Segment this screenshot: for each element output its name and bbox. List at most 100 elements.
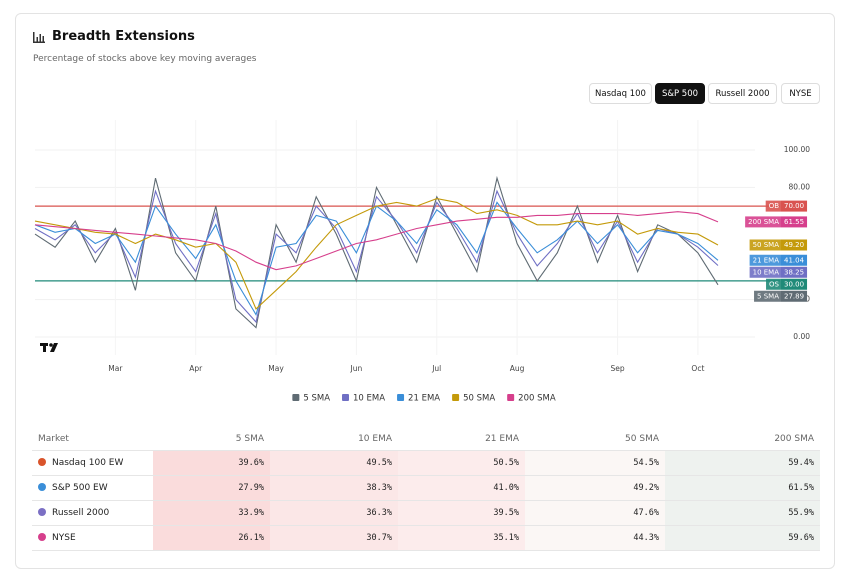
chart-icon	[33, 32, 45, 43]
cell-text: 36.3%	[366, 508, 392, 518]
cell-text: 49.5%	[366, 458, 392, 468]
axis-label-bg	[745, 216, 781, 228]
cell-text: Nasdaq 100 EW	[52, 458, 124, 468]
cell-text: NYSE	[52, 533, 76, 543]
table-cell: 38.3%	[270, 476, 398, 500]
axis-label-bg	[781, 216, 808, 228]
x-tick-label: Sep	[610, 364, 624, 373]
cell-text: S&P 500 EW	[52, 483, 108, 493]
axis-label-bg	[765, 200, 781, 212]
chart: 0.0020.0080.00100.00MarAprMayJunJulAugSe…	[34, 120, 811, 404]
table-cell: 59.6%	[665, 526, 820, 550]
y-tick-label: 80.00	[789, 182, 811, 191]
axis-label-bg	[749, 266, 781, 278]
table-cell: 30.7%	[270, 526, 398, 550]
legend-swatch	[397, 394, 405, 401]
table-row: S&P 500 EW 27.9% 38.3% 41.0% 49.2% 61.5%	[32, 476, 820, 501]
table-row: Nasdaq 100 EW 39.6% 49.5% 50.5% 54.5% 59.4%	[32, 451, 820, 476]
column-header: 21 EMA	[485, 434, 519, 444]
axis-label-bg	[781, 266, 808, 278]
tab[interactable]: NYSE	[781, 83, 820, 104]
cell-text: 27.9%	[238, 483, 264, 493]
market-cell: Russell 2000	[32, 501, 153, 525]
axis-label-bg	[754, 290, 781, 302]
market-cell: Nasdaq 100 EW	[32, 451, 153, 475]
table-cell: 36.3%	[270, 501, 398, 525]
table-cell: 26.1%	[153, 526, 270, 550]
axis-label: OS 30.00	[766, 278, 808, 290]
card	[15, 13, 835, 569]
axis-label: 21 EMA 41.04	[749, 254, 808, 266]
series-line	[34, 211, 719, 271]
cell-text: 26.1%	[238, 533, 264, 543]
axis-label-bg	[781, 239, 808, 251]
legend-label: 10 EMA	[353, 394, 385, 404]
cell-text: 38.3%	[366, 483, 392, 493]
axis-label-value: 38.25	[784, 268, 804, 276]
axis-label-name: 21 EMA	[753, 256, 780, 264]
series-line	[34, 198, 719, 310]
x-tick-label: Oct	[691, 364, 704, 373]
title: Breadth Extensions	[52, 29, 195, 44]
y-tick-label: 100.00	[784, 145, 810, 154]
table-cell: 35.1%	[398, 526, 525, 550]
table-cell: 33.9%	[153, 501, 270, 525]
axis-label-value: 49.20	[784, 241, 804, 249]
tab[interactable]: Nasdaq 100	[589, 83, 652, 104]
axis-label-name: 200 SMA	[748, 218, 779, 226]
table-cell: 59.4%	[665, 451, 820, 475]
market-dot	[38, 458, 46, 466]
table-row: Russell 2000 33.9% 36.3% 39.5% 47.6% 55.9%	[32, 501, 820, 526]
legend-label: 200 SMA	[518, 394, 556, 404]
table-cell: 44.3%	[525, 526, 665, 550]
table-cell: 47.6%	[525, 501, 665, 525]
legend: 5 SMA 10 EMA 21 EMA 50 SMA 200 SMA	[292, 394, 556, 404]
market-dot	[38, 483, 46, 491]
axis-label-value: 30.00	[784, 280, 804, 288]
cell-text: 39.5%	[493, 508, 519, 518]
series-line	[34, 189, 719, 324]
table-cell: 50.5%	[398, 451, 525, 475]
axis-label-name: 50 SMA	[753, 241, 780, 249]
table-cell: 27.9%	[153, 476, 270, 500]
table-cell: 55.9%	[665, 501, 820, 525]
tab[interactable]: S&P 500	[655, 83, 705, 104]
axis-label: OB 70.00	[765, 200, 808, 212]
cell-text: 47.6%	[633, 508, 659, 518]
axis-label: 50 SMA 49.20	[749, 239, 808, 251]
x-tick-label: Jun	[350, 364, 363, 373]
column-header: Market	[38, 434, 69, 444]
table-cell: 39.6%	[153, 451, 270, 475]
y-tick-label: 0.00	[793, 332, 810, 341]
column-header: 5 SMA	[235, 434, 264, 444]
table-cell: 54.5%	[525, 451, 665, 475]
legend-swatch	[342, 394, 350, 401]
table-header: Market 5 SMA 10 EMA 21 EMA 50 SMA 200 SMA	[32, 428, 820, 451]
cell-text: 39.6%	[238, 458, 264, 468]
x-tick-label: Jul	[431, 364, 441, 373]
cell-text: 55.9%	[788, 508, 814, 518]
table: Market 5 SMA 10 EMA 21 EMA 50 SMA 200 SMA Nasd…	[32, 428, 820, 551]
x-tick-label: Mar	[108, 364, 123, 373]
market-dot	[38, 508, 46, 516]
cell-text: 49.2%	[633, 483, 659, 493]
tab[interactable]: Russell 2000	[708, 83, 777, 104]
tv-logo	[40, 343, 58, 352]
x-tick-label: Apr	[189, 364, 203, 373]
column-header: 200 SMA	[774, 434, 814, 444]
axis-label: 10 EMA 38.25	[749, 266, 808, 278]
cell-text: 61.5%	[788, 483, 814, 493]
axis-label-bg	[781, 278, 808, 290]
cell-text: 54.5%	[633, 458, 659, 468]
cell-text: 33.9%	[238, 508, 264, 518]
axis-label-name: 10 EMA	[753, 268, 780, 276]
legend-swatch	[507, 394, 515, 401]
column-header: 10 EMA	[358, 434, 392, 444]
x-tick-label: Aug	[510, 364, 525, 373]
cell-text: 41.0%	[493, 483, 519, 493]
legend-label: 5 SMA	[303, 394, 330, 404]
axis-label-bg	[766, 278, 781, 290]
market-cell: NYSE	[32, 526, 153, 550]
legend-label: 21 EMA	[408, 394, 440, 404]
column-header: 50 SMA	[625, 434, 659, 444]
